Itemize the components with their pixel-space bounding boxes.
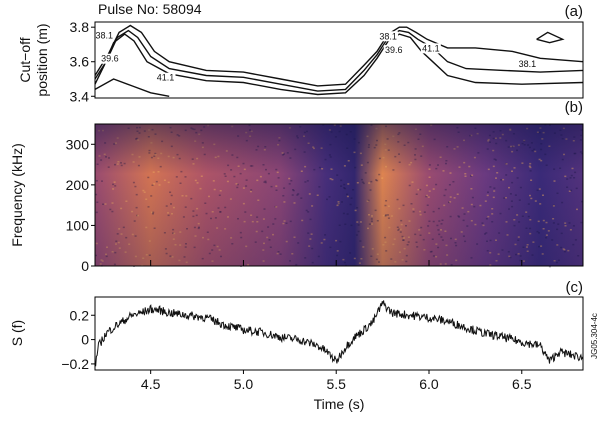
contour-label-bg [517, 58, 538, 69]
panel-a-contours [94, 24, 584, 97]
contour-label: 38.1 [379, 31, 397, 41]
panel-c-ylabel: S (f) [9, 320, 25, 346]
xtick-label: 5.5 [326, 376, 346, 392]
ytick-label: 0.2 [70, 307, 90, 323]
xtick-label: 6.5 [512, 376, 532, 392]
contour-label: 38.1 [96, 30, 114, 40]
contour-label-bg [99, 53, 120, 64]
panel-b: (b) 0 100 200 300 Frequency (kHz) [9, 99, 584, 274]
contour-label-bg [378, 31, 399, 42]
panel-b-yticks: 0 100 200 300 [66, 136, 95, 274]
contour-line-1 [94, 29, 584, 92]
ytick-label: 3.8 [70, 19, 90, 35]
spectrogram [95, 124, 584, 268]
figure-title: Pulse No: 58094 [98, 1, 202, 17]
xtick-label: 5.0 [234, 376, 254, 392]
panel-a-yticks: 3.4 3.6 3.8 [70, 19, 95, 104]
xtick-label: 4.5 [141, 376, 161, 392]
panel-c-frame [94, 296, 584, 371]
figure-code: JG05.304-4c [590, 313, 599, 359]
spectrogram-speckle [548, 265, 551, 268]
panel-b-ylabel: Frequency (kHz) [9, 143, 25, 246]
contour-label-bg [383, 45, 404, 56]
ytick-label: 300 [66, 136, 90, 152]
sf-series-line [94, 300, 584, 367]
panel-a-label: (a) [565, 3, 583, 20]
ytick-label: 100 [66, 217, 90, 233]
panel-a-ylabel-line1: Cut−off [17, 37, 33, 82]
contour-label: 39.6 [101, 54, 119, 64]
panel-b-xticks [150, 260, 523, 266]
panel-c-yticks: −0.2 0 0.2 [61, 307, 95, 372]
contour-label: 41.1 [422, 43, 440, 53]
contour-line-4 [536, 31, 565, 44]
panel-c: (c) −0.2 0 0.2 4.5 5.0 5.5 6.0 6.5 S (f) Time … [9, 279, 599, 412]
contour-line-0 [94, 24, 584, 87]
ytick-label: 200 [66, 177, 90, 193]
panel-a-contour-labels: 38.1 39.6 41.1 38.1 39.6 41.1 38.1 [94, 30, 538, 83]
panel-c-xlabel: Time (s) [314, 396, 365, 412]
contour-label-bg [420, 43, 441, 54]
xtick-label: 6.0 [419, 376, 439, 392]
ytick-label: 3.4 [70, 88, 90, 104]
spectrogram-shade [95, 124, 583, 266]
ytick-label: 0 [81, 258, 89, 274]
panel-a: (a) 38.139.641.138.139.6 41.138.1 3.43.63… [17, 3, 584, 104]
contour-line-3 [94, 78, 170, 97]
ytick-label: 0 [81, 332, 89, 348]
contour-label: 41.1 [157, 73, 175, 83]
contour-label-bg [155, 72, 176, 83]
panel-c-label: (c) [566, 279, 584, 296]
contour-label-bg [94, 30, 115, 41]
panel-c-trace [94, 300, 584, 367]
panel-b-frame [94, 123, 584, 267]
panel-c-xticks: 4.5 5.0 5.5 6.0 6.5 [141, 370, 532, 392]
panel-a-ylabel-line2: position (m) [34, 23, 50, 96]
contour-label: 39.6 [385, 45, 403, 55]
contour-line-2 [94, 33, 584, 96]
ytick-label: 3.6 [70, 54, 90, 70]
panel-a-frame [94, 21, 584, 99]
panel-b-label: (b) [565, 99, 583, 116]
ytick-label: −0.2 [61, 356, 89, 372]
contour-label: 38.1 [519, 59, 537, 69]
